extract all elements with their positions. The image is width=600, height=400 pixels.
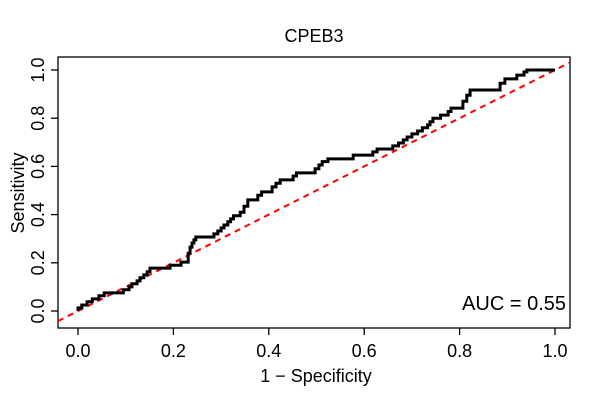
- x-axis: 0.0 0.2 0.4 0.6 0.8 1.0: [65, 328, 568, 361]
- x-tick-label: 0.2: [161, 341, 186, 361]
- x-axis-label: 1 − Specificity: [260, 366, 372, 386]
- plot-area-border: [57, 56, 571, 329]
- roc-curve: [76, 68, 555, 311]
- auc-annotation: AUC = 0.55: [462, 293, 566, 315]
- x-tick-label: 1.0: [542, 341, 567, 361]
- y-axis: 0.0 0.2 0.4 0.6 0.8 1.0: [28, 57, 58, 324]
- chance-diagonal-line: [57, 61, 571, 322]
- y-tick-label: 1.0: [28, 57, 48, 82]
- y-tick-label: 0.2: [28, 250, 48, 275]
- y-axis-label: Sensitivity: [8, 152, 28, 233]
- y-tick-label: 0.8: [28, 106, 48, 131]
- y-tick-label: 0.6: [28, 154, 48, 179]
- x-tick-label: 0.6: [352, 341, 377, 361]
- x-tick-label: 0.0: [65, 341, 90, 361]
- y-tick-label: 0.4: [28, 202, 48, 227]
- x-tick-label: 0.8: [447, 341, 472, 361]
- y-tick-label: 0.0: [28, 298, 48, 323]
- plot-title: CPEB3: [284, 26, 343, 46]
- x-tick-label: 0.4: [256, 341, 281, 361]
